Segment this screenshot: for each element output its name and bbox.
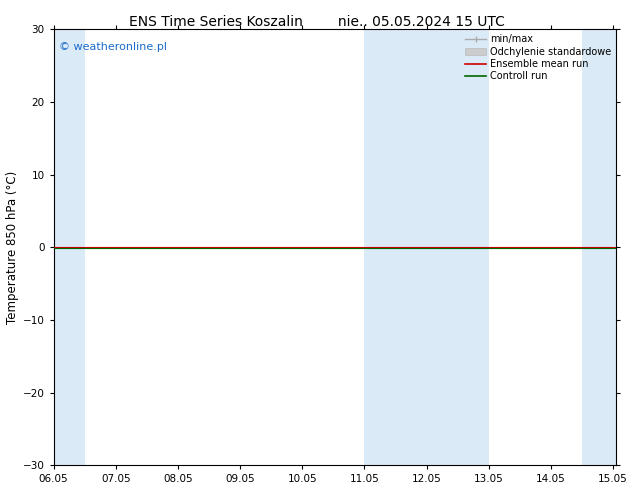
Bar: [54, 29, 85, 465]
Bar: [582, 29, 616, 465]
Text: ENS Time Series Koszalin        nie.. 05.05.2024 15 UTC: ENS Time Series Koszalin nie.. 05.05.202…: [129, 15, 505, 29]
Legend: min/max, Odchylenie standardowe, Ensemble mean run, Controll run: min/max, Odchylenie standardowe, Ensembl…: [463, 32, 613, 83]
Y-axis label: Temperature 850 hPa (°C): Temperature 850 hPa (°C): [6, 171, 18, 324]
Bar: [365, 29, 489, 465]
Text: © weatheronline.pl: © weatheronline.pl: [59, 43, 167, 52]
